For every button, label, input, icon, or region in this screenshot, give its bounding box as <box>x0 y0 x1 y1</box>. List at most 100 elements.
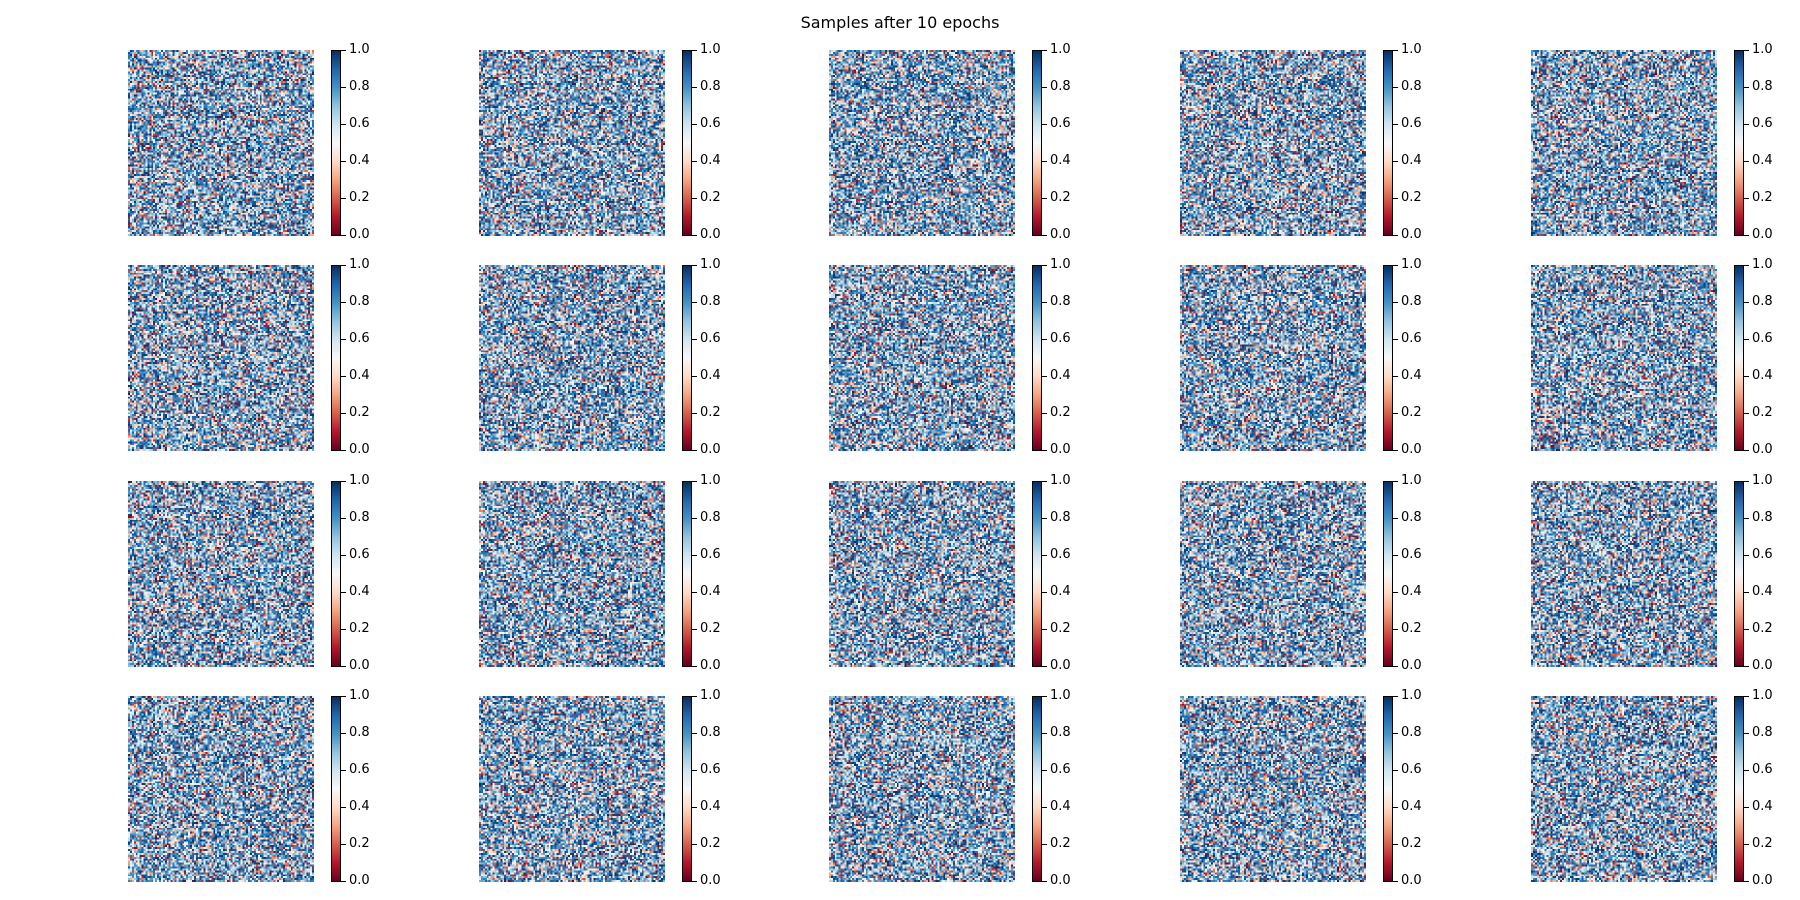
colorbar-tick <box>692 376 697 377</box>
colorbar-tick-label: 0.4 <box>1401 368 1422 383</box>
colorbar-tick <box>1042 450 1047 451</box>
colorbar-tick-label: 0.8 <box>1401 79 1422 94</box>
colorbar-tick-label: 1.0 <box>1752 473 1773 488</box>
colorbar-tick <box>1744 124 1749 125</box>
colorbar-tick <box>1042 770 1047 771</box>
colorbar-tick <box>1393 235 1398 236</box>
colorbar <box>682 50 692 236</box>
colorbar-tick-label: 0.2 <box>700 405 721 420</box>
colorbar-tick <box>1744 302 1749 303</box>
colorbar <box>682 696 692 882</box>
colorbar-tick <box>1744 733 1749 734</box>
colorbar-tick-label: 0.0 <box>1401 227 1422 242</box>
colorbar-tick <box>1393 592 1398 593</box>
colorbar-tick-label: 0.4 <box>349 799 370 814</box>
colorbar-tick <box>692 844 697 845</box>
sample-heatmap <box>1531 696 1717 882</box>
colorbar-tick <box>1744 881 1749 882</box>
colorbar-tick <box>341 555 346 556</box>
colorbar-tick-label: 0.0 <box>1401 873 1422 888</box>
colorbar-tick-label: 0.6 <box>1050 762 1071 777</box>
colorbar-tick <box>692 124 697 125</box>
colorbar-tick-label: 0.8 <box>1050 725 1071 740</box>
colorbar-tick-label: 0.0 <box>349 442 370 457</box>
colorbar-tick <box>1042 124 1047 125</box>
colorbar-tick-label: 0.8 <box>700 725 721 740</box>
colorbar-tick-label: 0.6 <box>1752 116 1773 131</box>
colorbar-tick-label: 0.8 <box>1401 294 1422 309</box>
colorbar-tick-label: 0.4 <box>349 368 370 383</box>
colorbar-tick <box>1744 770 1749 771</box>
colorbar-tick-label: 0.2 <box>700 836 721 851</box>
colorbar-tick-label: 0.0 <box>1752 873 1773 888</box>
colorbar-tick-label: 0.4 <box>1401 584 1422 599</box>
colorbar-tick-label: 0.4 <box>700 584 721 599</box>
colorbar-tick-label: 0.8 <box>349 79 370 94</box>
colorbar <box>1383 265 1393 451</box>
colorbar-tick-label: 0.8 <box>700 510 721 525</box>
colorbar-tick <box>1042 518 1047 519</box>
colorbar-tick <box>1393 124 1398 125</box>
colorbar-tick <box>341 666 346 667</box>
colorbar-tick-label: 0.8 <box>1752 79 1773 94</box>
colorbar-tick-label: 0.6 <box>1752 547 1773 562</box>
colorbar-tick-label: 0.4 <box>700 799 721 814</box>
colorbar-tick <box>341 770 346 771</box>
colorbar-tick-label: 0.2 <box>1752 621 1773 636</box>
colorbar-tick <box>341 50 346 51</box>
colorbar <box>331 50 341 236</box>
sample-heatmap <box>479 481 665 667</box>
colorbar-tick <box>341 235 346 236</box>
colorbar-tick-label: 1.0 <box>349 257 370 272</box>
colorbar-tick-label: 0.2 <box>1050 190 1071 205</box>
colorbar-tick-label: 0.4 <box>1752 799 1773 814</box>
colorbar <box>682 265 692 451</box>
colorbar-tick <box>1393 376 1398 377</box>
sample-heatmap <box>1180 50 1366 236</box>
colorbar-tick-label: 0.6 <box>700 331 721 346</box>
colorbar-tick-label: 0.6 <box>1401 116 1422 131</box>
colorbar-tick-label: 0.2 <box>1050 836 1071 851</box>
sample-heatmap <box>1531 481 1717 667</box>
colorbar-tick <box>692 161 697 162</box>
colorbar-tick-label: 0.8 <box>1401 725 1422 740</box>
colorbar-tick <box>692 518 697 519</box>
sample-heatmap <box>479 50 665 236</box>
colorbar-tick <box>692 265 697 266</box>
colorbar-tick <box>692 87 697 88</box>
colorbar-tick <box>1042 413 1047 414</box>
colorbar-tick <box>692 413 697 414</box>
colorbar-tick <box>1744 413 1749 414</box>
colorbar-tick-label: 0.0 <box>349 873 370 888</box>
sample-panel: 0.0 0.2 0.4 0.6 0.8 1.0 <box>1531 689 1791 896</box>
sample-panel: 0.0 0.2 0.4 0.6 0.8 1.0 <box>1180 689 1440 896</box>
colorbar-tick-label: 0.8 <box>1752 294 1773 309</box>
sample-heatmap <box>128 265 314 451</box>
colorbar-tick <box>1393 733 1398 734</box>
colorbar-tick-label: 1.0 <box>1752 42 1773 57</box>
sample-panel: 0.0 0.2 0.4 0.6 0.8 1.0 <box>128 43 388 250</box>
colorbar-tick-label: 0.6 <box>1401 547 1422 562</box>
colorbar-tick <box>1042 592 1047 593</box>
colorbar-tick <box>1744 235 1749 236</box>
colorbar <box>1734 265 1744 451</box>
colorbar-tick <box>1393 450 1398 451</box>
colorbar-tick <box>692 733 697 734</box>
colorbar-tick-label: 0.4 <box>1752 584 1773 599</box>
colorbar-tick <box>1744 265 1749 266</box>
colorbar-tick-label: 0.0 <box>700 227 721 242</box>
colorbar-tick-label: 0.0 <box>1050 442 1071 457</box>
colorbar <box>1734 696 1744 882</box>
colorbar <box>1032 265 1042 451</box>
colorbar-tick-label: 0.0 <box>700 442 721 457</box>
colorbar-tick <box>1042 881 1047 882</box>
colorbar-tick <box>1042 161 1047 162</box>
colorbar-tick-label: 0.2 <box>1752 836 1773 851</box>
colorbar-tick-label: 0.2 <box>1401 836 1422 851</box>
colorbar-tick <box>341 807 346 808</box>
colorbar-tick-label: 0.4 <box>700 153 721 168</box>
sample-heatmap <box>829 265 1015 451</box>
colorbar-tick-label: 0.4 <box>1401 153 1422 168</box>
colorbar-tick <box>692 50 697 51</box>
colorbar-tick <box>341 161 346 162</box>
